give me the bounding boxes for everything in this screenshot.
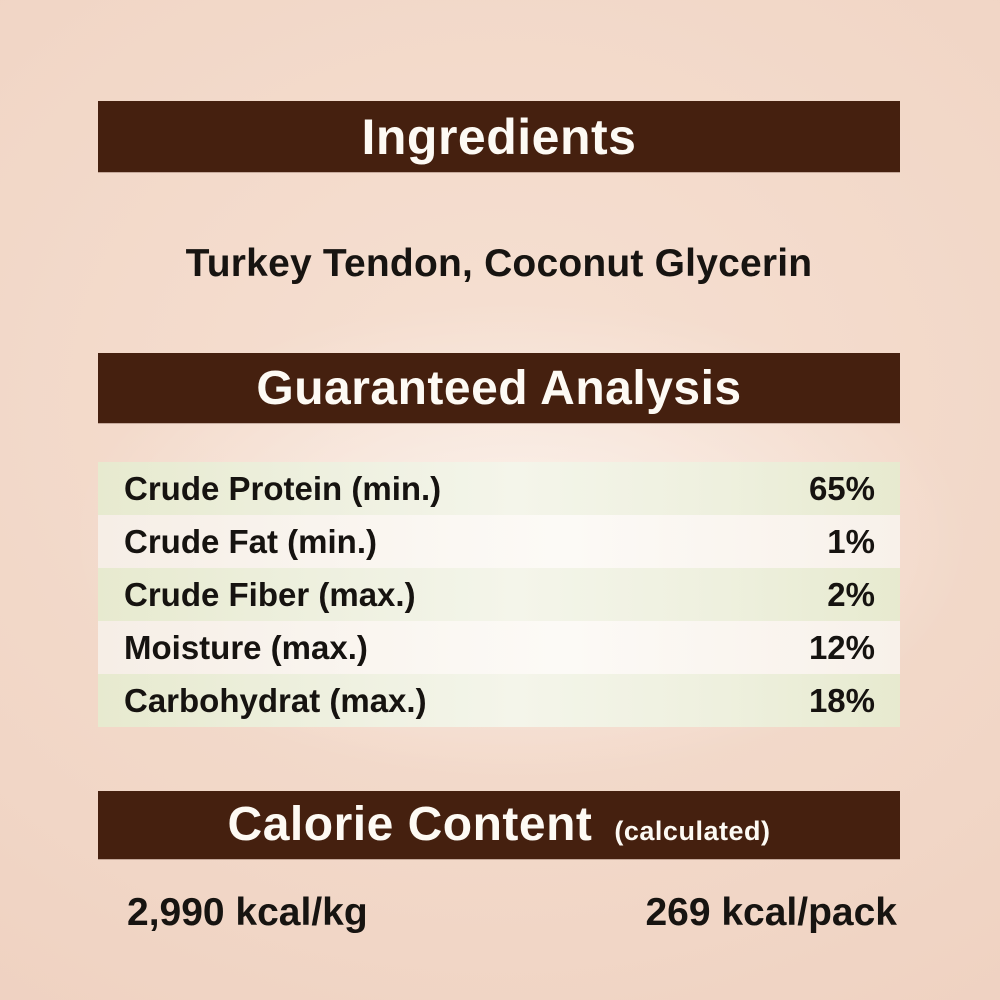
table-row: Crude Protein (min.) 65% (98, 462, 900, 515)
nutrient-value: 65% (808, 469, 875, 507)
guaranteed-analysis-banner: Guaranteed Analysis (98, 353, 900, 423)
table-row: Crude Fat (min.) 1% (98, 515, 900, 568)
nutrient-name: Crude Protein (min.) (124, 469, 442, 507)
calorie-per-kg: 2,990 kcal/kg (127, 891, 368, 934)
ingredients-list-text: Turkey Tendon, Coconut Glycerin (185, 242, 813, 285)
table-row: Moisture (max.) 12% (98, 621, 900, 674)
guaranteed-analysis-title: Guaranteed Analysis (256, 361, 742, 415)
ingredients-banner: Ingredients (98, 101, 900, 172)
calorie-calculated-note: (calculated) (614, 816, 771, 846)
nutrient-value: 2% (827, 575, 875, 613)
nutrient-name: Crude Fiber (max.) (124, 575, 416, 613)
ingredients-title: Ingredients (361, 108, 637, 165)
table-row: Carbohydrat (max.) 18% (98, 674, 900, 727)
calorie-per-pack: 269 kcal/pack (645, 891, 897, 934)
nutrient-value: 18% (808, 681, 875, 719)
calorie-values: 2,990 kcal/kg 269 kcal/pack (98, 888, 900, 938)
nutrient-value: 12% (808, 628, 875, 666)
calorie-content-banner: Calorie Content (calculated) (98, 791, 900, 859)
nutrient-name: Carbohydrat (max.) (124, 681, 427, 719)
nutrient-name: Moisture (max.) (124, 628, 368, 666)
nutrient-name: Crude Fat (min.) (124, 522, 377, 560)
guaranteed-analysis-table: Crude Protein (min.) 65% Crude Fat (min.… (98, 462, 900, 727)
calorie-content-title: Calorie Content (227, 798, 593, 851)
ingredients-list: Turkey Tendon, Coconut Glycerin (98, 236, 900, 292)
table-row: Crude Fiber (max.) 2% (98, 568, 900, 621)
nutrient-value: 1% (827, 522, 875, 560)
